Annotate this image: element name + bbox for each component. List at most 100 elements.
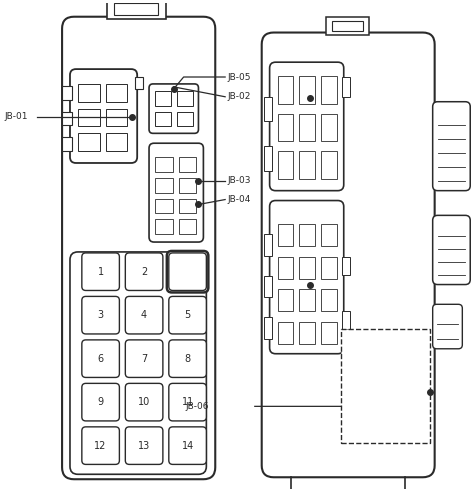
- Bar: [299, 289, 315, 311]
- Bar: [177, 112, 192, 126]
- Bar: [155, 157, 173, 172]
- FancyBboxPatch shape: [433, 305, 462, 349]
- Bar: [321, 289, 337, 311]
- FancyBboxPatch shape: [270, 201, 344, 354]
- Text: 2: 2: [141, 267, 147, 277]
- Text: JB-04: JB-04: [227, 195, 250, 204]
- Bar: [342, 257, 350, 275]
- Bar: [62, 86, 72, 100]
- FancyBboxPatch shape: [70, 252, 206, 474]
- Bar: [321, 151, 337, 179]
- Bar: [177, 91, 192, 106]
- Text: 13: 13: [138, 441, 150, 451]
- Bar: [264, 234, 272, 256]
- FancyBboxPatch shape: [262, 32, 435, 477]
- Text: 7: 7: [141, 354, 147, 364]
- Bar: [332, 21, 364, 31]
- FancyBboxPatch shape: [270, 62, 344, 191]
- Text: JB-02: JB-02: [227, 92, 250, 101]
- FancyBboxPatch shape: [169, 427, 206, 464]
- Bar: [264, 97, 272, 122]
- Bar: [299, 224, 315, 246]
- Bar: [114, 3, 158, 15]
- FancyBboxPatch shape: [125, 296, 163, 334]
- Bar: [341, 329, 430, 443]
- FancyBboxPatch shape: [82, 340, 119, 377]
- Bar: [342, 77, 350, 97]
- Bar: [299, 257, 315, 278]
- Bar: [277, 257, 293, 278]
- Bar: [277, 76, 293, 104]
- Text: 6: 6: [98, 354, 104, 364]
- FancyBboxPatch shape: [169, 296, 206, 334]
- Bar: [321, 76, 337, 104]
- Bar: [321, 224, 337, 246]
- FancyBboxPatch shape: [169, 340, 206, 377]
- Bar: [277, 151, 293, 179]
- Text: 1: 1: [98, 267, 104, 277]
- FancyBboxPatch shape: [433, 215, 470, 284]
- Bar: [106, 109, 128, 126]
- FancyBboxPatch shape: [125, 383, 163, 421]
- Bar: [155, 219, 173, 234]
- Bar: [264, 317, 272, 339]
- Bar: [179, 157, 197, 172]
- Bar: [78, 133, 100, 151]
- Bar: [179, 178, 197, 193]
- Bar: [62, 137, 72, 151]
- Bar: [264, 146, 272, 171]
- Text: 12: 12: [94, 441, 107, 451]
- Bar: [155, 91, 171, 106]
- FancyBboxPatch shape: [82, 296, 119, 334]
- Bar: [277, 289, 293, 311]
- Bar: [62, 112, 72, 125]
- FancyBboxPatch shape: [125, 340, 163, 377]
- Bar: [277, 322, 293, 344]
- FancyBboxPatch shape: [167, 251, 209, 292]
- Bar: [78, 84, 100, 102]
- Text: 11: 11: [182, 397, 194, 407]
- Bar: [106, 133, 128, 151]
- FancyBboxPatch shape: [125, 253, 163, 290]
- Bar: [264, 276, 272, 297]
- Bar: [78, 109, 100, 126]
- Text: 8: 8: [184, 354, 191, 364]
- Bar: [179, 199, 197, 214]
- Text: 14: 14: [182, 441, 194, 451]
- Bar: [299, 76, 315, 104]
- Bar: [277, 114, 293, 141]
- Text: 5: 5: [184, 310, 191, 320]
- Text: 10: 10: [138, 397, 150, 407]
- Bar: [342, 311, 350, 329]
- Bar: [299, 114, 315, 141]
- Text: 4: 4: [141, 310, 147, 320]
- Bar: [106, 84, 128, 102]
- Bar: [299, 151, 315, 179]
- FancyBboxPatch shape: [82, 253, 119, 290]
- Text: JB-03: JB-03: [227, 176, 251, 185]
- FancyBboxPatch shape: [62, 17, 215, 479]
- Bar: [155, 199, 173, 214]
- Bar: [277, 224, 293, 246]
- FancyBboxPatch shape: [82, 427, 119, 464]
- Bar: [321, 322, 337, 344]
- Text: 3: 3: [98, 310, 104, 320]
- Text: JB-06: JB-06: [186, 402, 209, 411]
- Text: 9: 9: [98, 397, 104, 407]
- Text: JB-01: JB-01: [5, 112, 28, 121]
- Bar: [299, 322, 315, 344]
- FancyBboxPatch shape: [125, 427, 163, 464]
- FancyBboxPatch shape: [169, 383, 206, 421]
- Bar: [326, 17, 369, 34]
- Text: JB-05: JB-05: [227, 72, 251, 82]
- FancyBboxPatch shape: [70, 69, 137, 163]
- Bar: [107, 0, 166, 19]
- FancyBboxPatch shape: [149, 84, 199, 133]
- Bar: [179, 219, 197, 234]
- Text: 15: 15: [182, 267, 194, 277]
- Bar: [321, 257, 337, 278]
- Bar: [155, 112, 171, 126]
- FancyBboxPatch shape: [169, 253, 206, 290]
- FancyBboxPatch shape: [82, 383, 119, 421]
- FancyBboxPatch shape: [433, 102, 470, 191]
